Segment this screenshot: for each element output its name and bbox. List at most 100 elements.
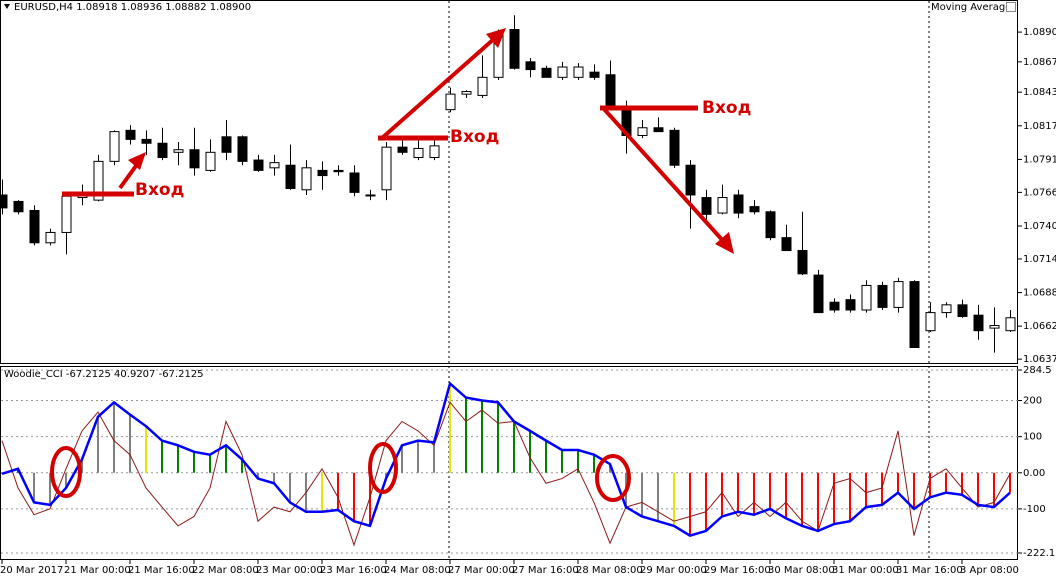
annotations: Вход Вход Вход (50, 28, 751, 502)
annotation: Вход (450, 127, 499, 147)
y-tick-label: 1.06625 (1023, 321, 1056, 332)
symbol-header: EURUSD,H4 1.08918 1.08936 1.08882 1.0890… (14, 2, 251, 13)
candle-body (13, 200, 24, 213)
y-tick-label: 1.06370 (1023, 354, 1056, 365)
candle-body (973, 314, 984, 332)
candle-body (365, 194, 376, 197)
arrowhead (128, 152, 146, 170)
candle-body (29, 209, 40, 244)
x-tick-label: 21 Mar 16:00 (128, 565, 195, 576)
y-tick-label: 0.00 (1023, 468, 1045, 479)
candle-body (461, 91, 472, 95)
candle-body (941, 304, 952, 314)
candle-body (237, 136, 248, 162)
candle-body (509, 29, 520, 69)
y-tick-label: 1.08175 (1023, 121, 1056, 132)
candle-body (845, 299, 856, 311)
y-tick-label: 1.07145 (1023, 254, 1056, 265)
x-tick-label: 31 Mar 00:00 (832, 565, 899, 576)
indicator-header: Woodie_CCI -67.2125 40.9207 -67.2125 (4, 369, 204, 380)
price-panel (0, 0, 1018, 364)
indicator-panel (0, 366, 1018, 560)
x-tick-label: 3 Apr 08:00 (960, 565, 1019, 576)
x-tick-label: 24 Mar 08:00 (384, 565, 451, 576)
candle-body (989, 325, 1000, 329)
candle-body (173, 149, 184, 153)
candle-body (557, 66, 568, 78)
candle-body (685, 164, 696, 196)
candle-body (765, 211, 776, 239)
candle-body (285, 164, 296, 190)
y-tick-label: 200 (1023, 396, 1042, 407)
x-tick-label: 23 Mar 16:00 (320, 565, 387, 576)
y-tick-label: 1.07400 (1023, 221, 1056, 232)
arrowhead (715, 232, 734, 254)
candle-body (589, 71, 600, 78)
candle-body (429, 145, 440, 158)
x-tick-label: 21 Mar 00:00 (64, 565, 131, 576)
x-tick-label: 31 Mar 16:00 (896, 565, 963, 576)
candle-body (605, 74, 616, 108)
candle-body (877, 284, 888, 308)
y-tick-label: 100 (1023, 432, 1042, 443)
arrow (380, 36, 497, 140)
candle-body (109, 131, 120, 162)
y-tick-label: 1.08435 (1023, 87, 1056, 98)
legend-box[interactable] (1006, 2, 1016, 12)
candle-body (269, 162, 280, 169)
candle-body (205, 151, 216, 171)
highlight-circle (595, 454, 631, 502)
y-tick-label: -100 (1023, 504, 1046, 515)
candle-body (349, 172, 360, 193)
candle-body (1005, 317, 1016, 332)
candle-body (669, 129, 680, 166)
candle-body (781, 237, 792, 252)
x-tick-label: 29 Mar 16:00 (704, 565, 771, 576)
candle-body (413, 147, 424, 158)
y-tick-label: 1.08900 (1023, 27, 1056, 38)
candle-body (381, 146, 392, 191)
candle-body (733, 194, 744, 214)
candle-body (861, 284, 872, 311)
candle-body (45, 231, 56, 244)
candle-body (653, 127, 664, 133)
candle-body (333, 169, 344, 173)
candle-body (221, 136, 232, 153)
x-tick-label: 29 Mar 00:00 (640, 565, 707, 576)
candle-body (749, 206, 760, 213)
turbo-cci-line (1, 401, 1011, 547)
y-tick-label: -222.1 (1023, 548, 1055, 559)
annotation: Вход (702, 98, 751, 118)
candle-body (717, 197, 728, 214)
candle-body (909, 281, 920, 348)
candle-body (317, 169, 328, 177)
candle-body (141, 138, 152, 144)
indicator-legend: Moving Average (931, 2, 1011, 13)
highlight-circle (50, 446, 82, 498)
candle-body (0, 194, 8, 209)
candle-body (797, 250, 808, 275)
arrowhead (486, 28, 506, 48)
candle-body (125, 129, 136, 140)
candle-body (925, 312, 936, 332)
y-tick-label: 1.07915 (1023, 154, 1056, 165)
highlight-circle (368, 442, 398, 494)
x-tick-label: 20 Mar 2017 (0, 565, 63, 576)
y-tick-label: 1.06885 (1023, 288, 1056, 299)
candle-body (301, 167, 312, 191)
candle-body (893, 281, 904, 308)
y-tick-label: 1.08670 (1023, 57, 1056, 68)
candle-body (157, 142, 168, 158)
candle-body (541, 67, 552, 78)
candle-body (477, 76, 488, 96)
candle-body (813, 274, 824, 314)
x-tick-label: 27 Mar 16:00 (512, 565, 579, 576)
x-tick-label: 30 Mar 08:00 (768, 565, 835, 576)
arrow (118, 161, 140, 190)
x-tick-label: 27 Mar 00:00 (448, 565, 515, 576)
candle-body (93, 160, 104, 201)
candle-body (189, 149, 200, 169)
annotation: Вход (135, 180, 184, 200)
candle-body (701, 197, 712, 215)
